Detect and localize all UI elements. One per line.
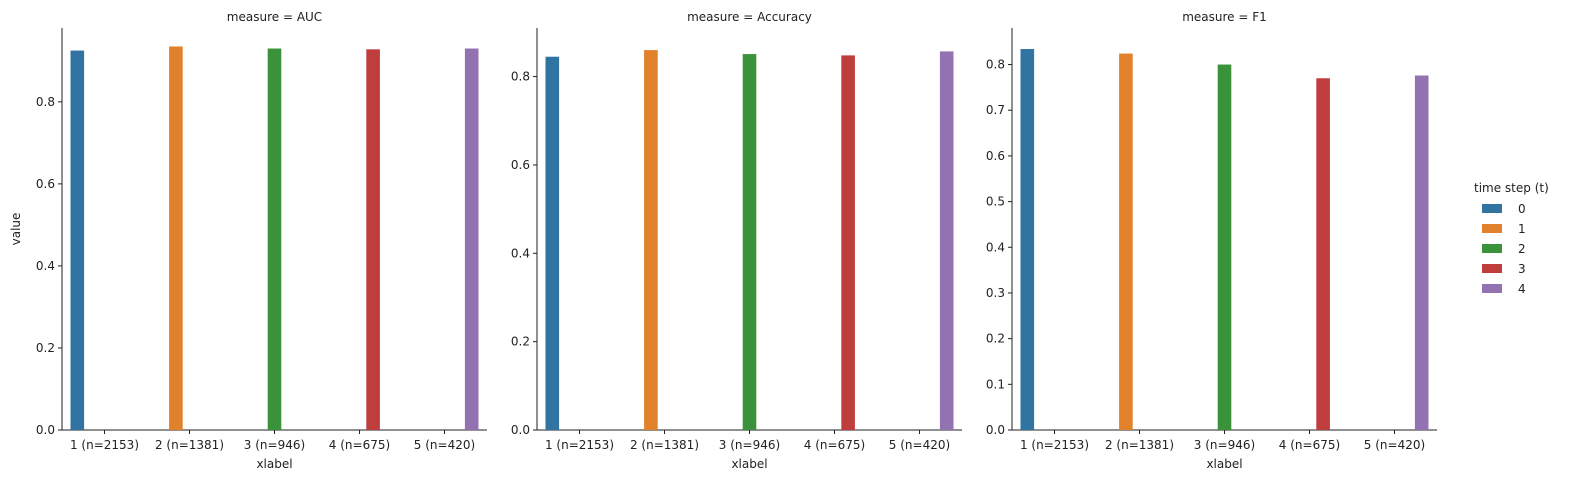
bar [169, 46, 183, 431]
y-tick-label: 0.8 [986, 58, 1005, 72]
x-tick-label: 2 (n=1381) [630, 438, 699, 452]
x-tick-label: 2 (n=1381) [155, 438, 224, 452]
y-tick-label: 0.2 [511, 335, 530, 349]
panel-title: measure = Accuracy [687, 10, 812, 24]
y-tick-label: 0.0 [511, 423, 530, 437]
x-tick-label: 3 (n=946) [1194, 438, 1255, 452]
y-tick-label: 0.3 [986, 286, 1005, 300]
legend-swatch [1482, 244, 1502, 253]
x-axis-label: xlabel [731, 457, 767, 471]
y-axis-label: value [9, 213, 23, 246]
legend-swatch [1482, 204, 1502, 213]
y-tick-label: 0.6 [511, 158, 530, 172]
y-tick-label: 0.7 [986, 103, 1005, 117]
y-tick-label: 0.5 [986, 195, 1005, 209]
y-tick-label: 0.8 [511, 70, 530, 84]
y-tick-label: 0.8 [36, 95, 55, 109]
y-tick-label: 0.2 [986, 332, 1005, 346]
y-tick-label: 0.0 [986, 423, 1005, 437]
legend-swatch [1482, 264, 1502, 273]
x-tick-label: 1 (n=2153) [70, 438, 139, 452]
x-tick-label: 3 (n=946) [244, 438, 305, 452]
x-axis-label: xlabel [256, 457, 292, 471]
legend-label: 4 [1518, 282, 1526, 296]
legend-title: time step (t) [1474, 181, 1549, 195]
y-tick-label: 0.4 [511, 246, 530, 260]
x-tick-label: 4 (n=675) [804, 438, 865, 452]
bar [70, 50, 85, 431]
bar [1217, 64, 1232, 430]
bar [1316, 78, 1330, 430]
y-tick-label: 0.1 [986, 377, 1005, 391]
y-tick-label: 0.6 [36, 177, 55, 191]
x-tick-label: 3 (n=946) [719, 438, 780, 452]
x-tick-label: 1 (n=2153) [1020, 438, 1089, 452]
x-tick-label: 5 (n=420) [414, 438, 475, 452]
bar [1414, 75, 1429, 430]
bar [939, 51, 954, 431]
bar [1119, 53, 1133, 430]
x-tick-label: 1 (n=2153) [545, 438, 614, 452]
x-tick-label: 4 (n=675) [329, 438, 390, 452]
legend-swatch [1482, 284, 1502, 293]
bar [742, 54, 757, 431]
x-tick-label: 4 (n=675) [1279, 438, 1340, 452]
legend-label: 2 [1518, 242, 1526, 256]
legend-label: 0 [1518, 202, 1526, 216]
bar [545, 56, 560, 430]
x-axis-label: xlabel [1206, 457, 1242, 471]
x-tick-label: 2 (n=1381) [1105, 438, 1174, 452]
x-tick-label: 5 (n=420) [1364, 438, 1425, 452]
legend-swatch [1482, 224, 1502, 233]
y-tick-label: 0.4 [986, 240, 1005, 254]
bar [366, 49, 380, 430]
bar [464, 48, 479, 431]
legend-label: 1 [1518, 222, 1526, 236]
legend-label: 3 [1518, 262, 1526, 276]
y-tick-label: 0.2 [36, 341, 55, 355]
bar [841, 55, 855, 431]
bar [1020, 49, 1035, 430]
panel-title: measure = F1 [1182, 10, 1267, 24]
bar [267, 48, 282, 431]
panel-title: measure = AUC [227, 10, 322, 24]
x-tick-label: 5 (n=420) [889, 438, 950, 452]
y-tick-label: 0.6 [986, 149, 1005, 163]
y-tick-label: 0.4 [36, 259, 55, 273]
y-tick-label: 0.0 [36, 423, 55, 437]
bar [644, 50, 658, 430]
